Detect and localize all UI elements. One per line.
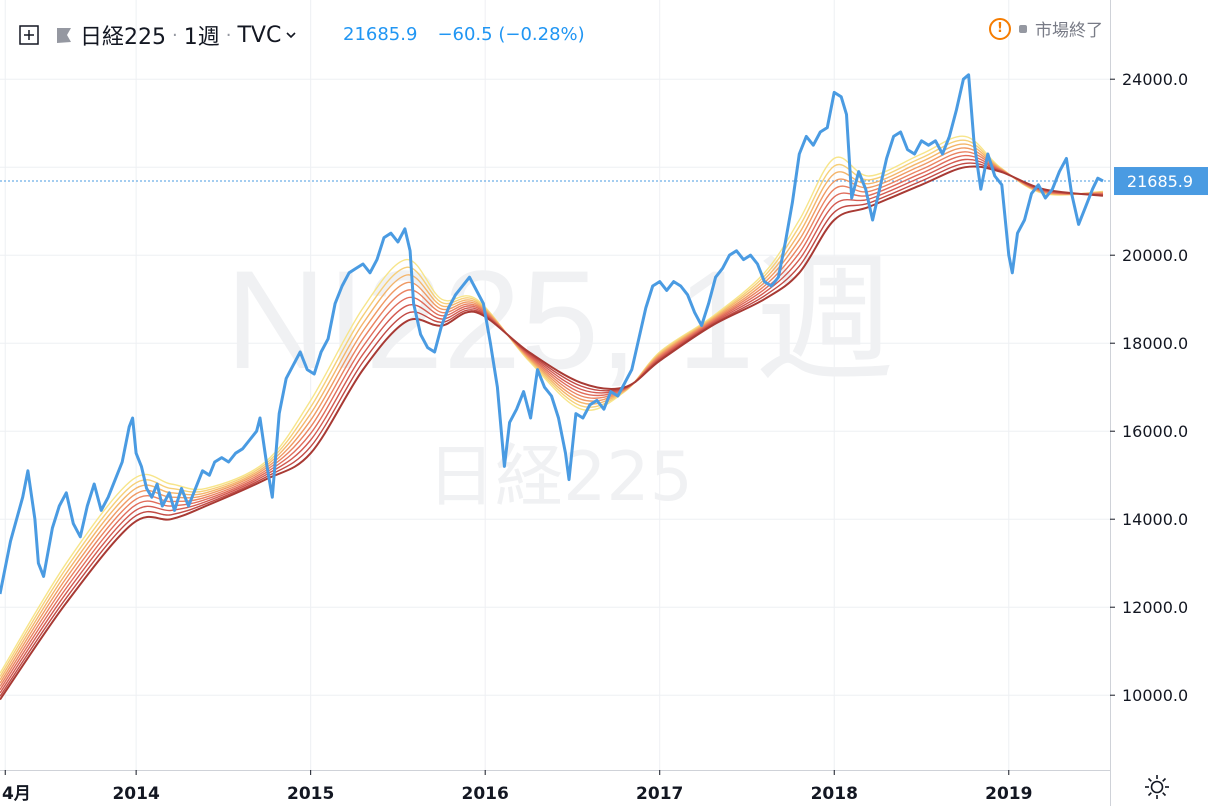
- change-value: −60.5: [437, 24, 493, 45]
- separator-dot: ·: [225, 24, 232, 46]
- price-change: −60.5 (−0.28%): [437, 24, 584, 45]
- moving-average-line: [0, 158, 1104, 694]
- price-badge-bg: [1114, 167, 1208, 196]
- x-tick-label: 2014: [112, 784, 159, 804]
- moving-average-line: [0, 135, 1104, 674]
- price-badge: 21685.9: [1114, 167, 1208, 196]
- settings-sun-icon[interactable]: [1144, 774, 1170, 804]
- y-tick-label: 20000.0: [1122, 246, 1188, 265]
- moving-average-line: [0, 162, 1104, 697]
- chart-header: 日経225 · 1週 · TVC: [18, 18, 297, 52]
- moving-average-line: [0, 154, 1104, 691]
- x-tick-label: 2017: [636, 784, 683, 804]
- market-status-text: 市場終了: [1035, 21, 1103, 41]
- exchange-label[interactable]: TVC: [237, 22, 282, 48]
- symbol-name[interactable]: 日経225: [80, 25, 166, 50]
- chevron-down-icon[interactable]: [285, 29, 297, 41]
- market-status: ! 市場終了: [989, 16, 1103, 41]
- collapse-plus-icon[interactable]: [18, 24, 40, 46]
- change-percent: (−0.28%): [498, 24, 585, 45]
- watermark: NI225, 1週 日経225: [225, 241, 894, 517]
- x-tick-label: 2018: [811, 784, 858, 804]
- moving-average-line: [0, 165, 1104, 701]
- interval-label[interactable]: 1週: [183, 25, 220, 50]
- last-price: 21685.9: [343, 24, 418, 45]
- flag-icon[interactable]: [54, 25, 74, 45]
- quote-values: 21685.9 −60.5 (−0.28%): [343, 24, 585, 45]
- price-line[interactable]: [0, 73, 1104, 595]
- separator-dot: ·: [172, 24, 178, 46]
- watermark-name-text: 日経225: [427, 438, 693, 517]
- x-tick-label: 2016: [462, 784, 509, 804]
- y-tick-label: 24000.0: [1122, 70, 1188, 89]
- moving-average-ribbon: [0, 135, 1104, 701]
- y-tick-label: 18000.0: [1122, 334, 1188, 353]
- moving-average-line: [0, 147, 1104, 684]
- x-tick-label: 2019: [985, 784, 1032, 804]
- y-tick-label: 10000.0: [1122, 686, 1188, 705]
- x-tick-label: 2015: [287, 784, 334, 804]
- status-dot-icon: [1019, 24, 1027, 33]
- y-tick-label: 16000.0: [1122, 422, 1188, 441]
- grid: [0, 0, 1110, 770]
- x-tick-label: 4月: [2, 784, 31, 804]
- price-badge-text: 21685.9: [1127, 172, 1193, 191]
- y-tick-label: 12000.0: [1122, 598, 1188, 617]
- moving-average-line: [0, 143, 1104, 681]
- moving-average-line: [0, 139, 1104, 677]
- alert-exclamation-icon[interactable]: !: [989, 17, 1011, 40]
- y-tick-label: 14000.0: [1122, 510, 1188, 529]
- moving-average-line: [0, 151, 1104, 687]
